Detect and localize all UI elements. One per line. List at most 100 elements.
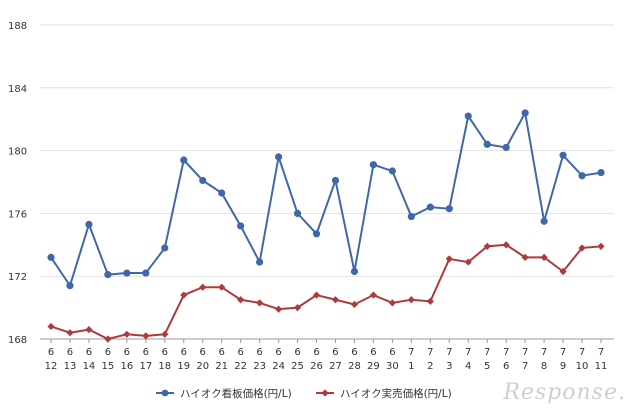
legend: ハイオク看板価格(円/L) ハイオク実売価格(円/L)	[156, 387, 452, 400]
data-point	[502, 241, 510, 249]
data-point	[256, 258, 264, 266]
x-tick-label-day: 9	[560, 361, 566, 372]
data-point	[199, 176, 207, 185]
x-tick-label-day: 13	[64, 361, 77, 372]
x-tick-label-day: 2	[427, 361, 433, 372]
data-point	[274, 305, 283, 313]
y-tick-label: 172	[8, 272, 27, 283]
x-tick-label-month: 7	[503, 347, 509, 358]
data-point	[388, 167, 396, 175]
data-point	[123, 330, 131, 338]
x-tick-label-day: 10	[576, 361, 589, 372]
data-point	[312, 230, 321, 238]
x-tick-label-month: 6	[275, 347, 281, 358]
x-tick-label-month: 6	[200, 347, 206, 358]
data-point	[312, 291, 321, 299]
data-point	[66, 329, 74, 337]
data-point	[47, 322, 55, 331]
data-point	[161, 244, 169, 252]
x-tick-label-day: 24	[272, 361, 285, 372]
x-tick-label-day: 16	[120, 361, 133, 372]
x-tick-label-day: 4	[465, 361, 471, 372]
data-point	[331, 176, 340, 185]
data-point	[559, 151, 567, 159]
data-point	[540, 253, 548, 261]
x-tick-label-day: 6	[503, 361, 509, 372]
x-tick-label-month: 6	[86, 347, 92, 358]
x-tick-label-month: 6	[370, 347, 376, 358]
gridlines	[40, 24, 614, 340]
data-point	[464, 258, 472, 266]
data-point	[559, 267, 567, 276]
series-group	[47, 109, 605, 343]
data-point	[483, 140, 491, 148]
x-tick-label-day: 23	[253, 361, 266, 372]
x-tick-label-day: 17	[139, 361, 152, 372]
x-tick-label-month: 6	[48, 347, 54, 358]
data-point	[47, 253, 55, 261]
y-tick-label: 168	[8, 335, 27, 346]
data-point	[218, 283, 226, 291]
data-point	[426, 297, 434, 305]
data-point	[142, 269, 150, 277]
x-tick-label-day: 29	[367, 361, 380, 372]
x-tick-label-month: 6	[67, 347, 73, 358]
x-tick-label-month: 6	[256, 347, 262, 358]
watermark-logo: Response.	[503, 380, 626, 405]
x-tick-label-day: 3	[446, 361, 452, 372]
x-tick-label-day: 15	[102, 361, 115, 372]
data-point	[123, 269, 131, 277]
x-tick-label-day: 5	[484, 361, 490, 372]
data-point	[426, 203, 434, 211]
x-tick-label-month: 7	[446, 347, 452, 358]
x-tick-label-month: 6	[143, 347, 149, 358]
data-point	[274, 153, 283, 161]
data-point	[369, 161, 378, 169]
x-tick-label-month: 7	[541, 347, 547, 358]
series-2	[47, 241, 605, 343]
x-tick-label-day: 27	[329, 361, 342, 372]
x-tick-label-month: 7	[408, 347, 414, 358]
x-tick-label-month: 6	[332, 347, 338, 358]
data-point	[502, 143, 510, 152]
data-point	[66, 282, 74, 290]
x-tick-label-day: 11	[595, 361, 608, 372]
x-tick-label-month: 6	[389, 347, 395, 358]
y-tick-label: 184	[8, 84, 27, 95]
x-tick-label-day: 19	[177, 361, 190, 372]
data-point	[483, 242, 491, 250]
data-point	[293, 304, 302, 312]
x-tick-label-day: 18	[158, 361, 171, 372]
data-point	[293, 209, 302, 217]
x-tick-label-month: 7	[579, 347, 585, 358]
data-point	[388, 299, 396, 307]
x-tick-label-day: 21	[215, 361, 228, 372]
data-point	[104, 335, 112, 343]
x-tick-label-month: 6	[294, 347, 300, 358]
data-point	[218, 189, 226, 197]
data-point	[597, 242, 605, 250]
data-point	[180, 156, 188, 164]
x-tick-label-day: 8	[541, 361, 547, 372]
x-tick-label-day: 20	[196, 361, 209, 372]
x-tick-label-month: 6	[313, 347, 319, 358]
data-point	[464, 112, 472, 120]
y-tick-label: 176	[8, 209, 27, 220]
x-tick-label-month: 7	[522, 347, 528, 358]
data-point	[350, 267, 359, 276]
data-point	[104, 271, 112, 279]
data-point	[445, 255, 453, 263]
y-axis: 168 172 176 180 184 188	[8, 21, 27, 346]
y-tick-label: 188	[8, 21, 27, 32]
x-tick-label-month: 6	[162, 347, 168, 358]
x-tick-label-day: 26	[310, 361, 323, 372]
data-point	[578, 172, 586, 180]
data-point	[445, 205, 453, 213]
y-tick-label: 180	[8, 147, 27, 158]
data-point	[256, 299, 264, 307]
x-tick-label-month: 7	[484, 347, 490, 358]
x-axis: 6126136146156166176186196206216226236246…	[45, 339, 608, 372]
series-line	[50, 243, 602, 341]
x-tick-label-day: 7	[522, 361, 528, 372]
